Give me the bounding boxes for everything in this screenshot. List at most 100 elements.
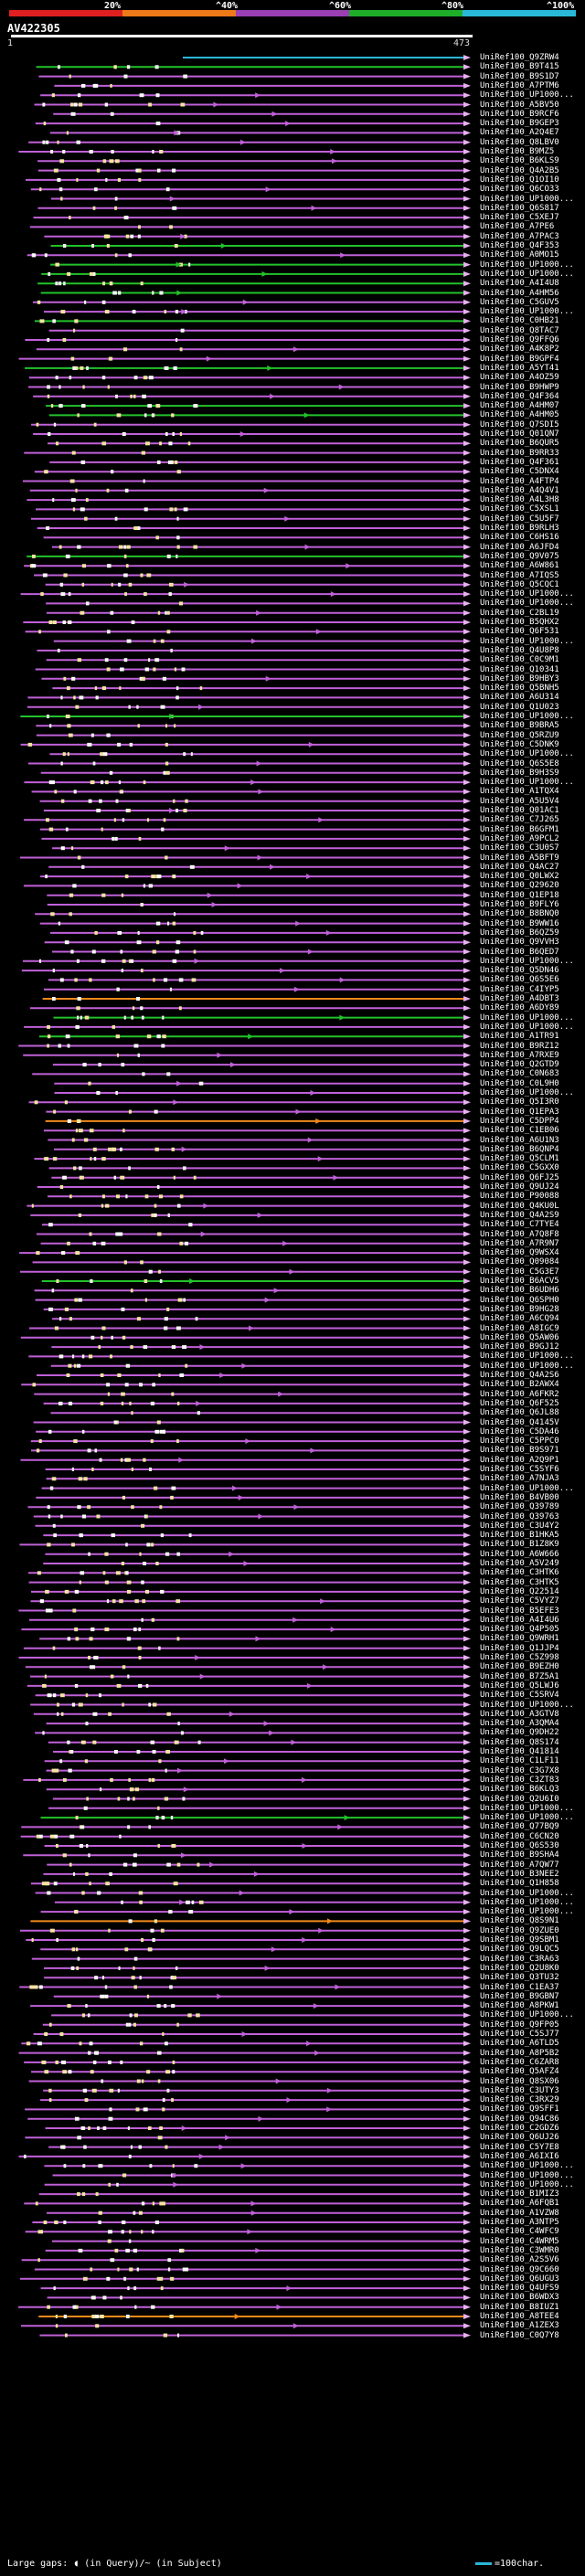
hit-link[interactable]: UniRef100_C3G7X8 [480,1765,559,1776]
hit-link[interactable]: UniRef100_A3QMA4 [480,1719,559,1729]
hit-link[interactable]: UniRef100_Q6CO33 [480,185,559,195]
hit-link[interactable]: UniRef100_C5SRV4 [480,1691,559,1701]
hit-link[interactable]: UniRef100_C5Z998 [480,1653,559,1662]
hit-link[interactable]: UniRef100_Q6FJ25 [480,1172,559,1182]
hit-link[interactable]: UniRef100_A3GTV8 [480,1709,559,1719]
hit-link[interactable]: UniRef100_A4K8P2 [480,345,559,355]
hit-link[interactable]: UniRef100_C5GXX0 [480,1163,559,1173]
hit-link[interactable]: UniRef100_Q6JL88 [480,1408,559,1418]
hit-link[interactable]: UniRef100_Q9SFF1 [480,2104,559,2115]
hit-link[interactable]: UniRef100_Q9FFQ6 [480,335,559,345]
hit-link[interactable]: UniRef100_Q01AC1 [480,806,559,815]
hit-link[interactable]: UniRef100_B6QUR5 [480,439,559,449]
hit-link[interactable]: UniRef100_C0N683 [480,1069,559,1079]
hit-link[interactable]: UniRef100_UP1000... [480,1907,574,1917]
hit-link[interactable]: UniRef100_Q9DH22 [480,1728,559,1738]
hit-link[interactable]: UniRef100_Q6UGU3 [480,2274,559,2284]
hit-link[interactable]: UniRef100_B1Z8K9 [480,1540,559,1550]
hit-link[interactable]: UniRef100_C0Q7Y8 [480,2330,559,2340]
hit-link[interactable]: UniRef100_B3NEE2 [480,1869,559,1879]
hit-link[interactable]: UniRef100_B9H3S9 [480,768,559,778]
hit-link[interactable]: UniRef100_C5G3E7 [480,1267,559,1277]
hit-link[interactable]: UniRef100_A7NJA3 [480,1474,559,1484]
hit-link[interactable]: UniRef100_B9FLY6 [480,900,559,909]
hit-link[interactable]: UniRef100_UP1000... [480,269,574,279]
hit-link[interactable]: UniRef100_B9S971 [480,1446,559,1456]
hit-link[interactable]: UniRef100_A6U314 [480,693,559,703]
hit-link[interactable]: UniRef100_A6CQ94 [480,1314,559,1324]
hit-link[interactable]: UniRef100_A1ZEX3 [480,2321,559,2331]
hit-link[interactable]: UniRef100_B9GJ12 [480,1342,559,1352]
hit-link[interactable]: UniRef100_Q4F361 [480,457,559,467]
hit-link[interactable]: UniRef100_A6JFD4 [480,542,559,552]
hit-link[interactable]: UniRef100_A4HM07 [480,401,559,411]
hit-link[interactable]: UniRef100_B9S1D7 [480,71,559,81]
hit-link[interactable]: UniRef100_A5U5V4 [480,796,559,806]
hit-link[interactable]: UniRef100_UP1000... [480,589,574,599]
hit-link[interactable]: UniRef100_Q1JJP4 [480,1643,559,1653]
hit-link[interactable]: UniRef100_A4DBT3 [480,994,559,1003]
hit-link[interactable]: UniRef100_B2AWX4 [480,1380,559,1390]
hit-link[interactable]: UniRef100_Q6S5E8 [480,758,559,769]
hit-link[interactable]: UniRef100_C4WRM5 [480,2236,559,2246]
hit-link[interactable]: UniRef100_B6GFM1 [480,824,559,834]
hit-link[interactable]: UniRef100_A1VZW8 [480,2208,559,2218]
hit-link[interactable]: UniRef100_A1TR91 [480,1032,559,1042]
hit-link[interactable]: UniRef100_Q1U023 [480,702,559,712]
hit-link[interactable]: UniRef100_Q9SBM1 [480,1935,559,1945]
hit-link[interactable]: UniRef100_C6ZAR8 [480,2057,559,2067]
hit-link[interactable]: UniRef100_C7TYE4 [480,1220,559,1230]
hit-link[interactable]: UniRef100_A6TLD5 [480,2039,559,2049]
hit-link[interactable]: UniRef100_Q4P505 [480,1625,559,1635]
hit-link[interactable]: UniRef100_B9GBN7 [480,1991,559,2001]
hit-link[interactable]: UniRef100_Q8S174 [480,1737,559,1747]
hit-link[interactable]: UniRef100_Q9FP05 [480,2019,559,2030]
hit-link[interactable]: UniRef100_B9SHA4 [480,1850,559,1860]
hit-link[interactable]: UniRef100_Q7SDI5 [480,419,559,429]
hit-link[interactable]: UniRef100_UP1000... [480,1088,574,1097]
hit-link[interactable]: UniRef100_A7PAC3 [480,231,559,241]
hit-link[interactable]: UniRef100_C1LF11 [480,1756,559,1766]
hit-link[interactable]: UniRef100_UP1000... [480,1352,574,1362]
hit-link[interactable]: UniRef100_C6CN20 [480,1831,559,1841]
hit-link[interactable]: UniRef100_C2GDZ6 [480,2124,559,2133]
hit-link[interactable]: UniRef100_A4FTP4 [480,476,559,486]
hit-link[interactable]: UniRef100_B6UDH6 [480,1286,559,1296]
hit-link[interactable]: UniRef100_Q8SX06 [480,2076,559,2086]
hit-link[interactable]: UniRef100_Q9WRH1 [480,1634,559,1644]
hit-link[interactable]: UniRef100_B9GPF4 [480,354,559,364]
hit-link[interactable]: UniRef100_A4I4U8 [480,279,559,289]
hit-link[interactable]: UniRef100_A4L3H8 [480,495,559,505]
hit-link[interactable]: UniRef100_UP1000... [480,956,574,966]
hit-link[interactable]: UniRef100_Q9ZUE0 [480,1925,559,1935]
hit-link[interactable]: UniRef100_Q2GTD9 [480,1060,559,1070]
hit-link[interactable]: UniRef100_Q9VVH3 [480,938,559,948]
hit-link[interactable]: UniRef100_A8IGC9 [480,1323,559,1333]
hit-link[interactable]: UniRef100_Q1H858 [480,1879,559,1889]
hit-link[interactable]: UniRef100_Q10341 [480,664,559,674]
hit-link[interactable]: UniRef100_A2Q9P1 [480,1455,559,1465]
hit-link[interactable]: UniRef100_Q4AC27 [480,862,559,872]
hit-link[interactable]: UniRef100_C5XSL1 [480,504,559,514]
hit-link[interactable]: UniRef100_C6HS16 [480,533,559,543]
hit-link[interactable]: UniRef100_B6QED7 [480,947,559,957]
hit-link[interactable]: UniRef100_UP1000... [480,778,574,788]
hit-link[interactable]: UniRef100_C5DNK9 [480,739,559,749]
hit-link[interactable]: UniRef100_Q6S817 [480,203,559,213]
hit-link[interactable]: UniRef100_Q5RZU9 [480,730,559,740]
hit-link[interactable]: UniRef100_B9MZ5 [480,147,555,156]
hit-link[interactable]: UniRef100_UP1000... [480,1022,574,1032]
hit-link[interactable]: UniRef100_Q9V075 [480,551,559,561]
hit-link[interactable]: UniRef100_A1TQX4 [480,787,559,797]
hit-link[interactable]: UniRef100_B9RZ12 [480,1041,559,1051]
hit-link[interactable]: UniRef100_UP1000... [480,1700,574,1710]
hit-link[interactable]: UniRef100_Q4145V [480,1417,559,1427]
hit-link[interactable]: UniRef100_C5GUV5 [480,297,559,307]
hit-link[interactable]: UniRef100_B9EZH0 [480,1662,559,1672]
hit-link[interactable]: UniRef100_Q6F531 [480,627,559,637]
hit-link[interactable]: UniRef100_B8BNQ0 [480,909,559,919]
hit-link[interactable]: UniRef100_A7Q8F8 [480,1229,559,1239]
hit-link[interactable]: UniRef100_Q01QN7 [480,429,559,439]
hit-link[interactable]: UniRef100_UP1000... [480,1361,574,1371]
hit-link[interactable]: UniRef100_Q4U8P8 [480,645,559,655]
